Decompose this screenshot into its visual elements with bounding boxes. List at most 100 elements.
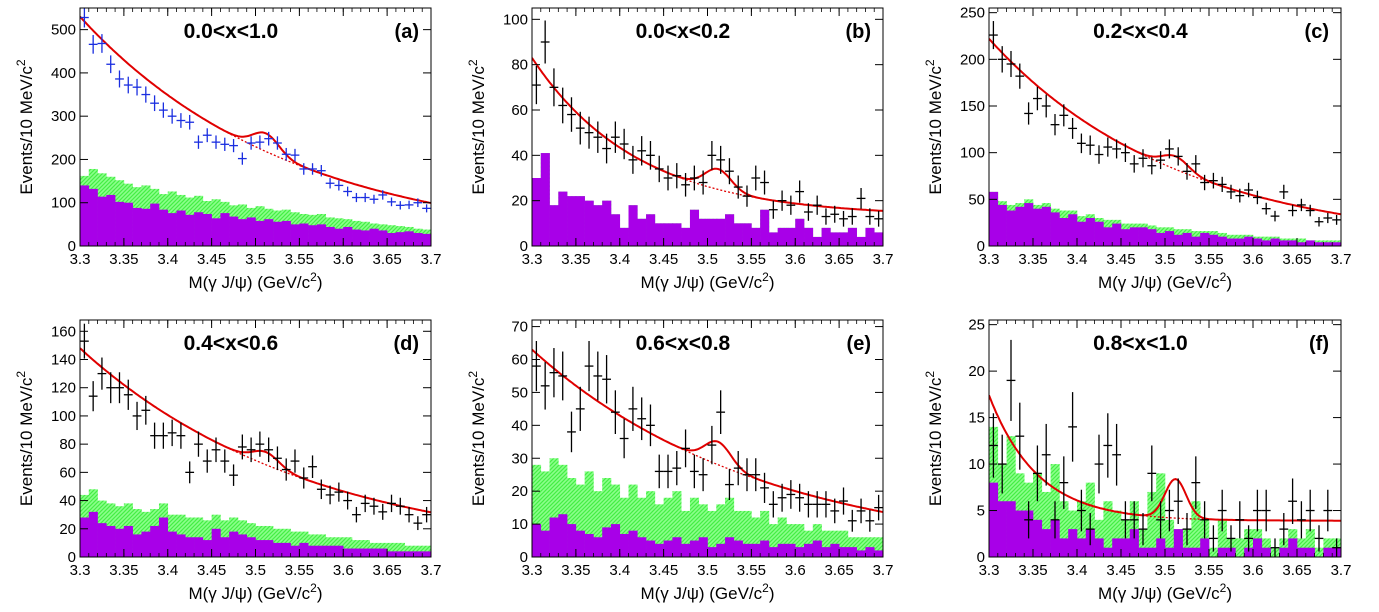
sideband-bar (663, 497, 673, 557)
x-tick-label: 3.7 (873, 562, 894, 579)
purple-bar (194, 212, 204, 246)
purple-bar (211, 528, 221, 557)
x-tick-label: 3.55 (737, 562, 766, 579)
y-tick-label: 140 (51, 352, 76, 369)
background-fit-curve (532, 57, 883, 212)
purple-bar (1332, 242, 1341, 246)
y-axis-label-main: Events/10 MeV/c (469, 377, 488, 506)
purple-bar (316, 545, 326, 557)
purple-bar (352, 229, 362, 246)
y-tick-label: 40 (511, 417, 528, 434)
background-fit-curve (989, 38, 1341, 215)
y-tick-label: 0 (977, 549, 985, 566)
purple-bar (404, 231, 414, 246)
x-tick-label: 3.35 (561, 562, 590, 579)
purple-bar (768, 547, 778, 557)
sideband-bar (856, 537, 866, 557)
y-tick-label: 50 (511, 384, 528, 401)
purple-bar (308, 225, 318, 246)
purple-bar (246, 217, 256, 246)
purple-bar (369, 548, 379, 557)
sideband-bar (558, 464, 568, 557)
y-axis-label-main: Events/10 MeV/c (926, 66, 945, 195)
sideband-bar (1147, 491, 1157, 557)
purple-bar (80, 517, 90, 557)
x-tick-label: 3.6 (785, 251, 806, 268)
x-tick-label: 3.5 (245, 251, 266, 268)
purple-bar (1270, 238, 1280, 246)
y-tick-label: 0 (68, 238, 76, 255)
purple-bar (567, 524, 577, 557)
purple-bar (1121, 538, 1131, 557)
panel-c: 3.3 3.35 3.4 3.45 3.5 3.55 3.6 3.65 3.7 0 50 100 150… (923, 5, 1351, 292)
purple-bar (628, 205, 638, 246)
purple-bar (584, 200, 594, 246)
sideband-bar (567, 478, 577, 557)
purple-bar (619, 533, 629, 557)
y-tick-label: 160 (51, 323, 76, 340)
x-tick-label: 3.35 (1018, 251, 1047, 268)
range-label: 0.0<x<0.2 (636, 20, 731, 43)
purple-bar (637, 537, 647, 557)
purple-bar (777, 227, 787, 246)
purple-bar (352, 548, 362, 557)
purple-bar (299, 223, 309, 246)
purple-bar (1297, 547, 1307, 557)
purple-bar (80, 185, 90, 246)
purple-bar (689, 540, 700, 557)
y-tick-label: 0 (520, 238, 528, 255)
x-axis-label: M(γ J/ψ) (GeV/c2) (640, 270, 774, 292)
purple-bar (1261, 240, 1271, 246)
sideband-bar (646, 491, 656, 557)
purple-bar (264, 219, 274, 246)
purple-bar (1173, 529, 1183, 557)
y-axis-label-main: Events/10 MeV/c (17, 377, 36, 506)
purple-bar (733, 223, 743, 246)
purple-bar (1050, 212, 1060, 246)
y-tick-label: 0 (68, 549, 76, 566)
x-axis-label: M(γ J/ψ) (GeV/c2) (1098, 581, 1232, 603)
purple-bar (698, 218, 708, 246)
y-axis-label: Events/10 MeV/c2 (466, 59, 488, 195)
panel-tag: (f) (1309, 333, 1329, 355)
purple-bar (1297, 242, 1307, 246)
x-tick-label: 3.55 (285, 251, 314, 268)
purple-bar (1068, 529, 1078, 557)
purple-bar (123, 525, 133, 557)
purple-bar (202, 540, 212, 557)
y-tick-label: 100 (51, 195, 76, 212)
panel-b: 3.3 3.35 3.4 3.45 3.5 3.55 3.6 3.65 3.7 0 20 40 60 80… (466, 7, 893, 292)
purple-bar (97, 196, 107, 246)
y-axis-label-main: Events/10 MeV/c (17, 66, 36, 195)
sideband-bar (672, 491, 682, 557)
purple-bar (1033, 208, 1043, 246)
purple-bar (1085, 218, 1095, 246)
x-tick-label: 3.6 (1243, 562, 1264, 579)
purple-bar (132, 207, 142, 246)
sideband-bar (1059, 501, 1069, 557)
purple-bar (646, 540, 656, 557)
x-tick-label: 3.55 (1194, 251, 1223, 268)
x-tick-label: 3.6 (333, 562, 354, 579)
purple-bar (1015, 206, 1025, 246)
x-tick-label: 3.45 (197, 251, 226, 268)
y-tick-label: 20 (59, 521, 76, 538)
purple-bar (1006, 210, 1016, 246)
purple-bar (1129, 227, 1139, 246)
purple-bar (185, 537, 195, 557)
x-tick-label: 3.35 (109, 251, 138, 268)
x-tick-label: 3.35 (561, 251, 590, 268)
purple-bar (532, 524, 542, 557)
purple-bar (1182, 232, 1192, 246)
x-tick-label: 3.3 (522, 251, 543, 268)
x-axis-label-end: ) (769, 584, 775, 603)
y-tick-label: 100 (503, 11, 528, 28)
x-tick-label: 3.3 (979, 251, 1000, 268)
purple-bar (742, 543, 752, 557)
purple-bar (707, 218, 717, 246)
range-label: 0.2<x<0.4 (1093, 20, 1188, 43)
x-axis-label-sup: 2 (1220, 581, 1227, 595)
x-axis-label: M(γ J/ψ) (GeV/c2) (188, 581, 322, 603)
purple-bar (176, 210, 186, 246)
x-tick-label: 3.4 (157, 251, 178, 268)
